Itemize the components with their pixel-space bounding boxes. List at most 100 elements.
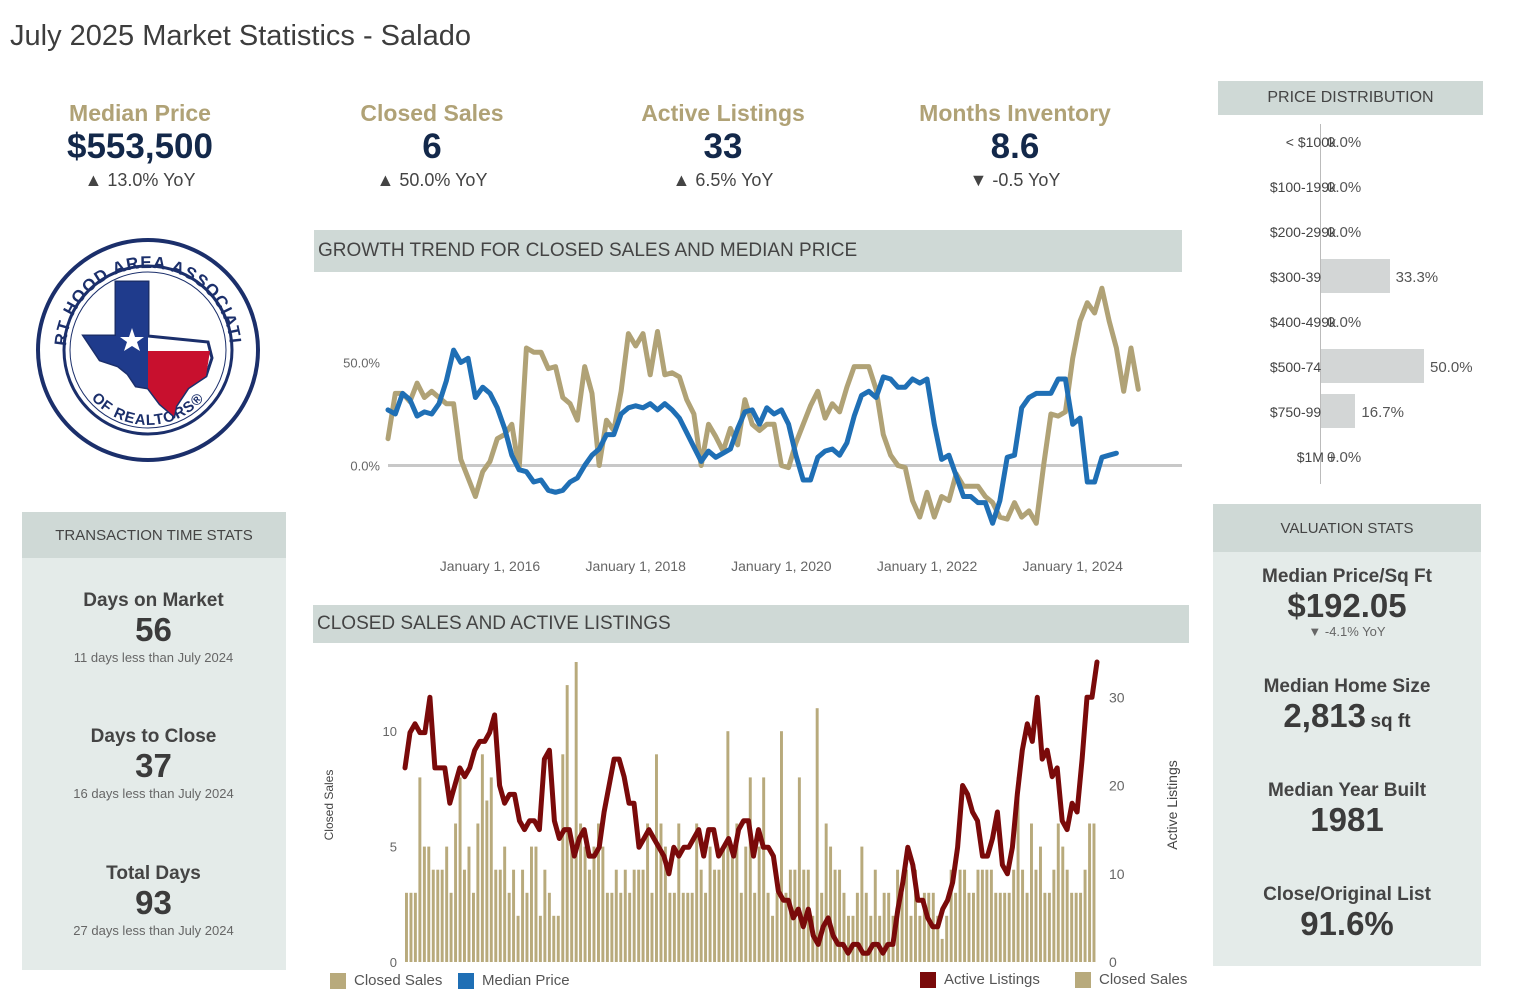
closed-sales-bar xyxy=(958,869,962,962)
closed-sales-bar xyxy=(771,915,775,962)
closed-sales-bar xyxy=(869,915,873,962)
kpi-yoy: ▲ 13.0% YoY xyxy=(84,169,196,190)
y-left-tick-label: 10 xyxy=(383,724,397,739)
stat-median-price-sqft: Median Price/Sq Ft $192.05 ▼ -4.1% YoY xyxy=(1213,566,1481,639)
kpi-value: $553,500 xyxy=(67,127,213,166)
closed-sales-bar xyxy=(722,846,725,962)
stat-value: 93 xyxy=(135,884,172,921)
closed-sales-bar xyxy=(579,823,583,962)
closed-sales-bar xyxy=(1030,823,1033,962)
closed-sales-bar xyxy=(686,892,690,962)
price-distribution-value: 0.0% xyxy=(1327,179,1362,196)
y-right-tick-label: 0 xyxy=(1109,954,1117,970)
legend-closed-sales-2: Closed Sales xyxy=(1075,971,1187,988)
closed-sales-bar xyxy=(476,823,480,962)
closed-sales-bar xyxy=(1016,777,1020,962)
stat-total-days: Total Days 93 27 days less than July 202… xyxy=(22,863,285,938)
closed-sales-bar xyxy=(1043,892,1047,962)
price-distribution-value: 50.0% xyxy=(1430,359,1473,376)
legend-label: Closed Sales xyxy=(354,972,443,989)
closed-sales-bar xyxy=(623,869,627,962)
series-line-median-price xyxy=(385,347,1119,526)
closed-sales-bar xyxy=(467,846,471,962)
closed-sales-bar xyxy=(780,731,783,962)
kpi-yoy: ▼ -0.5 YoY xyxy=(969,169,1061,190)
closed-sales-bar xyxy=(994,892,998,962)
closed-sales-bar xyxy=(730,846,734,962)
x-tick-label: January 1, 2022 xyxy=(877,558,978,574)
closed-sales-bar xyxy=(851,915,855,962)
closed-sales-bar xyxy=(552,915,556,962)
x-tick-label: January 1, 2024 xyxy=(1023,558,1124,574)
stat-sub: 16 days less than July 2024 xyxy=(73,786,234,802)
stat-sub: 27 days less than July 2024 xyxy=(73,923,234,939)
stat-unit: sq ft xyxy=(1370,711,1411,732)
price-distribution-row: $200-299k 0.0% xyxy=(1218,214,1518,250)
price-distribution-row: $750-999k 16.7% xyxy=(1218,394,1518,430)
legend-active-listings: Active Listings xyxy=(920,971,1040,988)
stat-label: Median Home Size xyxy=(1263,676,1431,697)
kpi-closed-sales: Closed Sales 6 ▲ 50.0% YoY xyxy=(322,100,542,191)
closed-sales-bar xyxy=(521,869,525,962)
closed-sales-bar xyxy=(766,892,770,962)
stat-value: 1981 xyxy=(1310,801,1384,838)
closed-sales-bar xyxy=(512,869,516,962)
kpi-active-listings: Active Listings 33 ▲ 6.5% YoY xyxy=(613,100,833,191)
closed-sales-bar xyxy=(829,846,833,962)
price-distribution-header: PRICE DISTRIBUTION xyxy=(1218,81,1483,115)
closed-sales-bar xyxy=(1025,892,1029,962)
closed-sales-bar xyxy=(708,846,712,962)
closed-sales-bar xyxy=(1047,892,1051,962)
closed-sales-bar xyxy=(949,869,953,962)
closed-sales-bar xyxy=(646,823,650,962)
closed-sales-bar xyxy=(431,869,435,962)
closed-sales-bar xyxy=(918,915,922,962)
closed-sales-bar xyxy=(641,869,645,962)
closed-sales-bar xyxy=(681,892,685,962)
closed-sales-bar xyxy=(1079,892,1083,962)
price-range-label: $400-499k xyxy=(1269,314,1336,330)
closed-sales-bar xyxy=(610,892,614,962)
price-distribution-row: $1M +0.0% xyxy=(1218,439,1518,475)
price-distribution-value: 33.3% xyxy=(1395,269,1439,286)
closed-sales-bar xyxy=(418,777,422,962)
closed-sales-bar xyxy=(605,892,609,962)
closed-sales-bar xyxy=(1092,823,1096,962)
closed-sales-bar xyxy=(726,731,730,962)
closed-sales-bar xyxy=(940,938,944,962)
closed-sales-bar xyxy=(547,892,551,962)
growth-trend-chart: 0.0% 50.0% January 1, 2016 January 1, 2018 J… xyxy=(343,285,1182,574)
price-range-label: $100-199k xyxy=(1269,179,1336,195)
stat-sub: ▼ -4.1% YoY xyxy=(1308,624,1386,640)
closed-sales-bar xyxy=(1074,892,1078,962)
closed-sales-bar xyxy=(864,892,868,962)
closed-sales-bar xyxy=(833,869,837,962)
closed-sales-bar xyxy=(405,892,408,962)
kpi-months-inventory: Months Inventory 8.6 ▼ -0.5 YoY xyxy=(905,100,1125,191)
price-distribution-value: 0.0% xyxy=(1327,314,1362,331)
price-range-label: < $100k xyxy=(1285,134,1336,150)
closed-sales-bar xyxy=(440,869,444,962)
x-tick-label: January 1, 2016 xyxy=(440,558,541,574)
closed-sales-bar xyxy=(449,892,453,962)
closed-sales-bar xyxy=(637,869,641,962)
closed-sales-bar xyxy=(494,869,498,962)
closed-sales-bar xyxy=(597,823,600,962)
stat-median-year-built: Median Year Built 1981 xyxy=(1213,780,1481,838)
price-distribution-value: 16.7% xyxy=(1361,404,1404,421)
stat-median-home-size: Median Home Size 2,813 sq ft xyxy=(1213,676,1481,734)
y-left-axis-label: Closed Sales xyxy=(322,770,336,841)
stat-value: 2,813 xyxy=(1283,697,1367,734)
closed-sales-bar xyxy=(543,869,547,962)
stat-label: Median Year Built xyxy=(1267,780,1427,801)
closed-sales-bar xyxy=(592,846,596,962)
closed-sales-bar xyxy=(445,846,449,962)
price-distribution-bar xyxy=(1321,259,1390,293)
kpi-yoy: ▲ 50.0% YoY xyxy=(376,169,488,190)
legend-swatch xyxy=(458,972,474,989)
kpi-label: Median Price xyxy=(69,100,211,126)
closed-sales-bar xyxy=(619,892,623,962)
x-tick-label: January 1, 2020 xyxy=(731,558,832,574)
legend-median-price: Median Price xyxy=(458,972,570,989)
legend-swatch xyxy=(920,971,936,988)
